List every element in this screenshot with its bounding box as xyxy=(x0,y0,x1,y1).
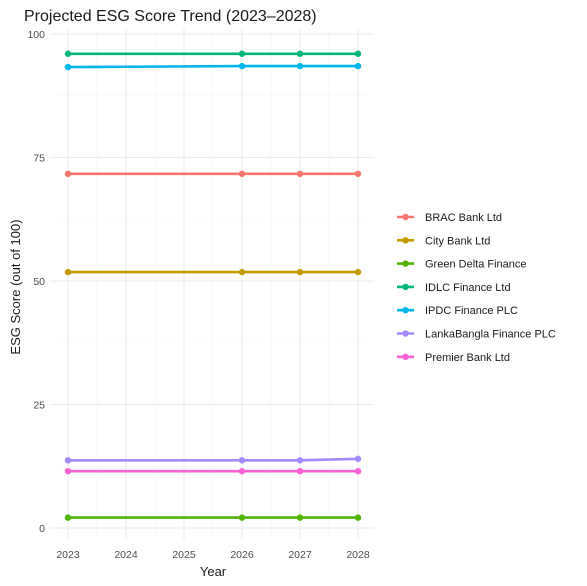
x-tick-label: 2028 xyxy=(346,549,370,561)
data-point xyxy=(296,170,304,178)
y-axis-ticks: 0 25 50 75 100 xyxy=(27,29,45,535)
data-point xyxy=(64,50,72,57)
data-point xyxy=(296,50,304,57)
data-point xyxy=(296,268,304,276)
legend-key-point xyxy=(402,307,409,314)
series-line xyxy=(68,457,359,462)
data-point xyxy=(354,514,362,521)
data-point xyxy=(354,50,362,57)
legend-item: City Bank Ltd xyxy=(397,235,490,247)
data-point xyxy=(64,457,72,464)
legend: BRAC Bank Ltd City Bank Ltd Green Delta Fi… xyxy=(397,212,556,364)
y-axis-title: ESG Score (out of 100) xyxy=(8,219,23,354)
series xyxy=(64,62,362,71)
y-tick-label: 25 xyxy=(33,400,45,412)
series xyxy=(64,268,362,276)
y-tick-label: 75 xyxy=(33,153,45,165)
data-point xyxy=(64,63,72,71)
data-point xyxy=(354,268,362,276)
x-tick-label: 2026 xyxy=(230,549,254,561)
legend-item: IPDC Finance PLC xyxy=(397,305,518,317)
data-point xyxy=(64,514,72,521)
legend-key-point xyxy=(402,237,409,244)
data-point xyxy=(238,170,246,178)
legend-label: Green Delta Finance xyxy=(425,259,527,271)
series xyxy=(64,467,362,475)
legend-label: BRAC Bank Ltd xyxy=(425,212,502,224)
data-point xyxy=(296,457,304,464)
legend-item: IDLC Finance Ltd xyxy=(397,282,511,294)
legend-item: Premier Bank Ltd xyxy=(397,352,510,364)
data-point xyxy=(238,268,246,276)
legend-key-point xyxy=(402,353,409,360)
data-point xyxy=(354,170,362,178)
data-point xyxy=(296,467,304,475)
series xyxy=(64,514,362,521)
y-tick-label: 100 xyxy=(27,29,45,41)
legend-key-point xyxy=(402,330,409,337)
series-line xyxy=(67,64,358,69)
data-point xyxy=(64,467,72,475)
x-tick-label: 2027 xyxy=(288,549,312,561)
series xyxy=(64,455,362,464)
data-point xyxy=(354,467,362,475)
data-point xyxy=(238,62,246,70)
data-point xyxy=(238,457,246,464)
legend-key-point xyxy=(402,260,409,267)
data-point xyxy=(238,50,246,57)
x-tick-label: 2025 xyxy=(172,549,196,561)
x-tick-label: 2024 xyxy=(114,549,138,561)
grid xyxy=(50,28,374,540)
series-layer xyxy=(64,50,362,521)
chart-title: Projected ESG Score Trend (2023–2028) xyxy=(24,8,317,25)
x-axis-ticks: 2023 2024 2025 2026 2027 2028 xyxy=(56,549,370,561)
y-tick-label: 50 xyxy=(33,276,45,288)
legend-item: Green Delta Finance xyxy=(397,259,527,271)
legend-label: LankaBangla Finance PLC xyxy=(425,329,556,341)
legend-item: BRAC Bank Ltd xyxy=(397,212,502,224)
legend-label: IDLC Finance Ltd xyxy=(425,282,511,294)
legend-label: IPDC Finance PLC xyxy=(425,305,518,317)
data-point xyxy=(64,170,72,178)
data-point xyxy=(354,62,362,70)
data-point xyxy=(354,455,362,463)
data-point xyxy=(238,467,246,475)
y-tick-label: 0 xyxy=(39,523,45,535)
series xyxy=(64,170,362,178)
legend-key-point xyxy=(402,283,409,291)
x-axis-title: Year xyxy=(200,564,227,579)
data-point xyxy=(296,62,304,70)
legend-label: Premier Bank Ltd xyxy=(425,352,510,364)
data-point xyxy=(296,514,304,521)
data-point xyxy=(238,514,246,521)
x-tick-label: 2023 xyxy=(56,549,80,561)
data-point xyxy=(64,268,72,276)
legend-item: LankaBangla Finance PLC xyxy=(397,329,556,341)
series xyxy=(64,50,362,57)
legend-label: City Bank Ltd xyxy=(425,235,490,247)
legend-key-point xyxy=(402,213,409,221)
